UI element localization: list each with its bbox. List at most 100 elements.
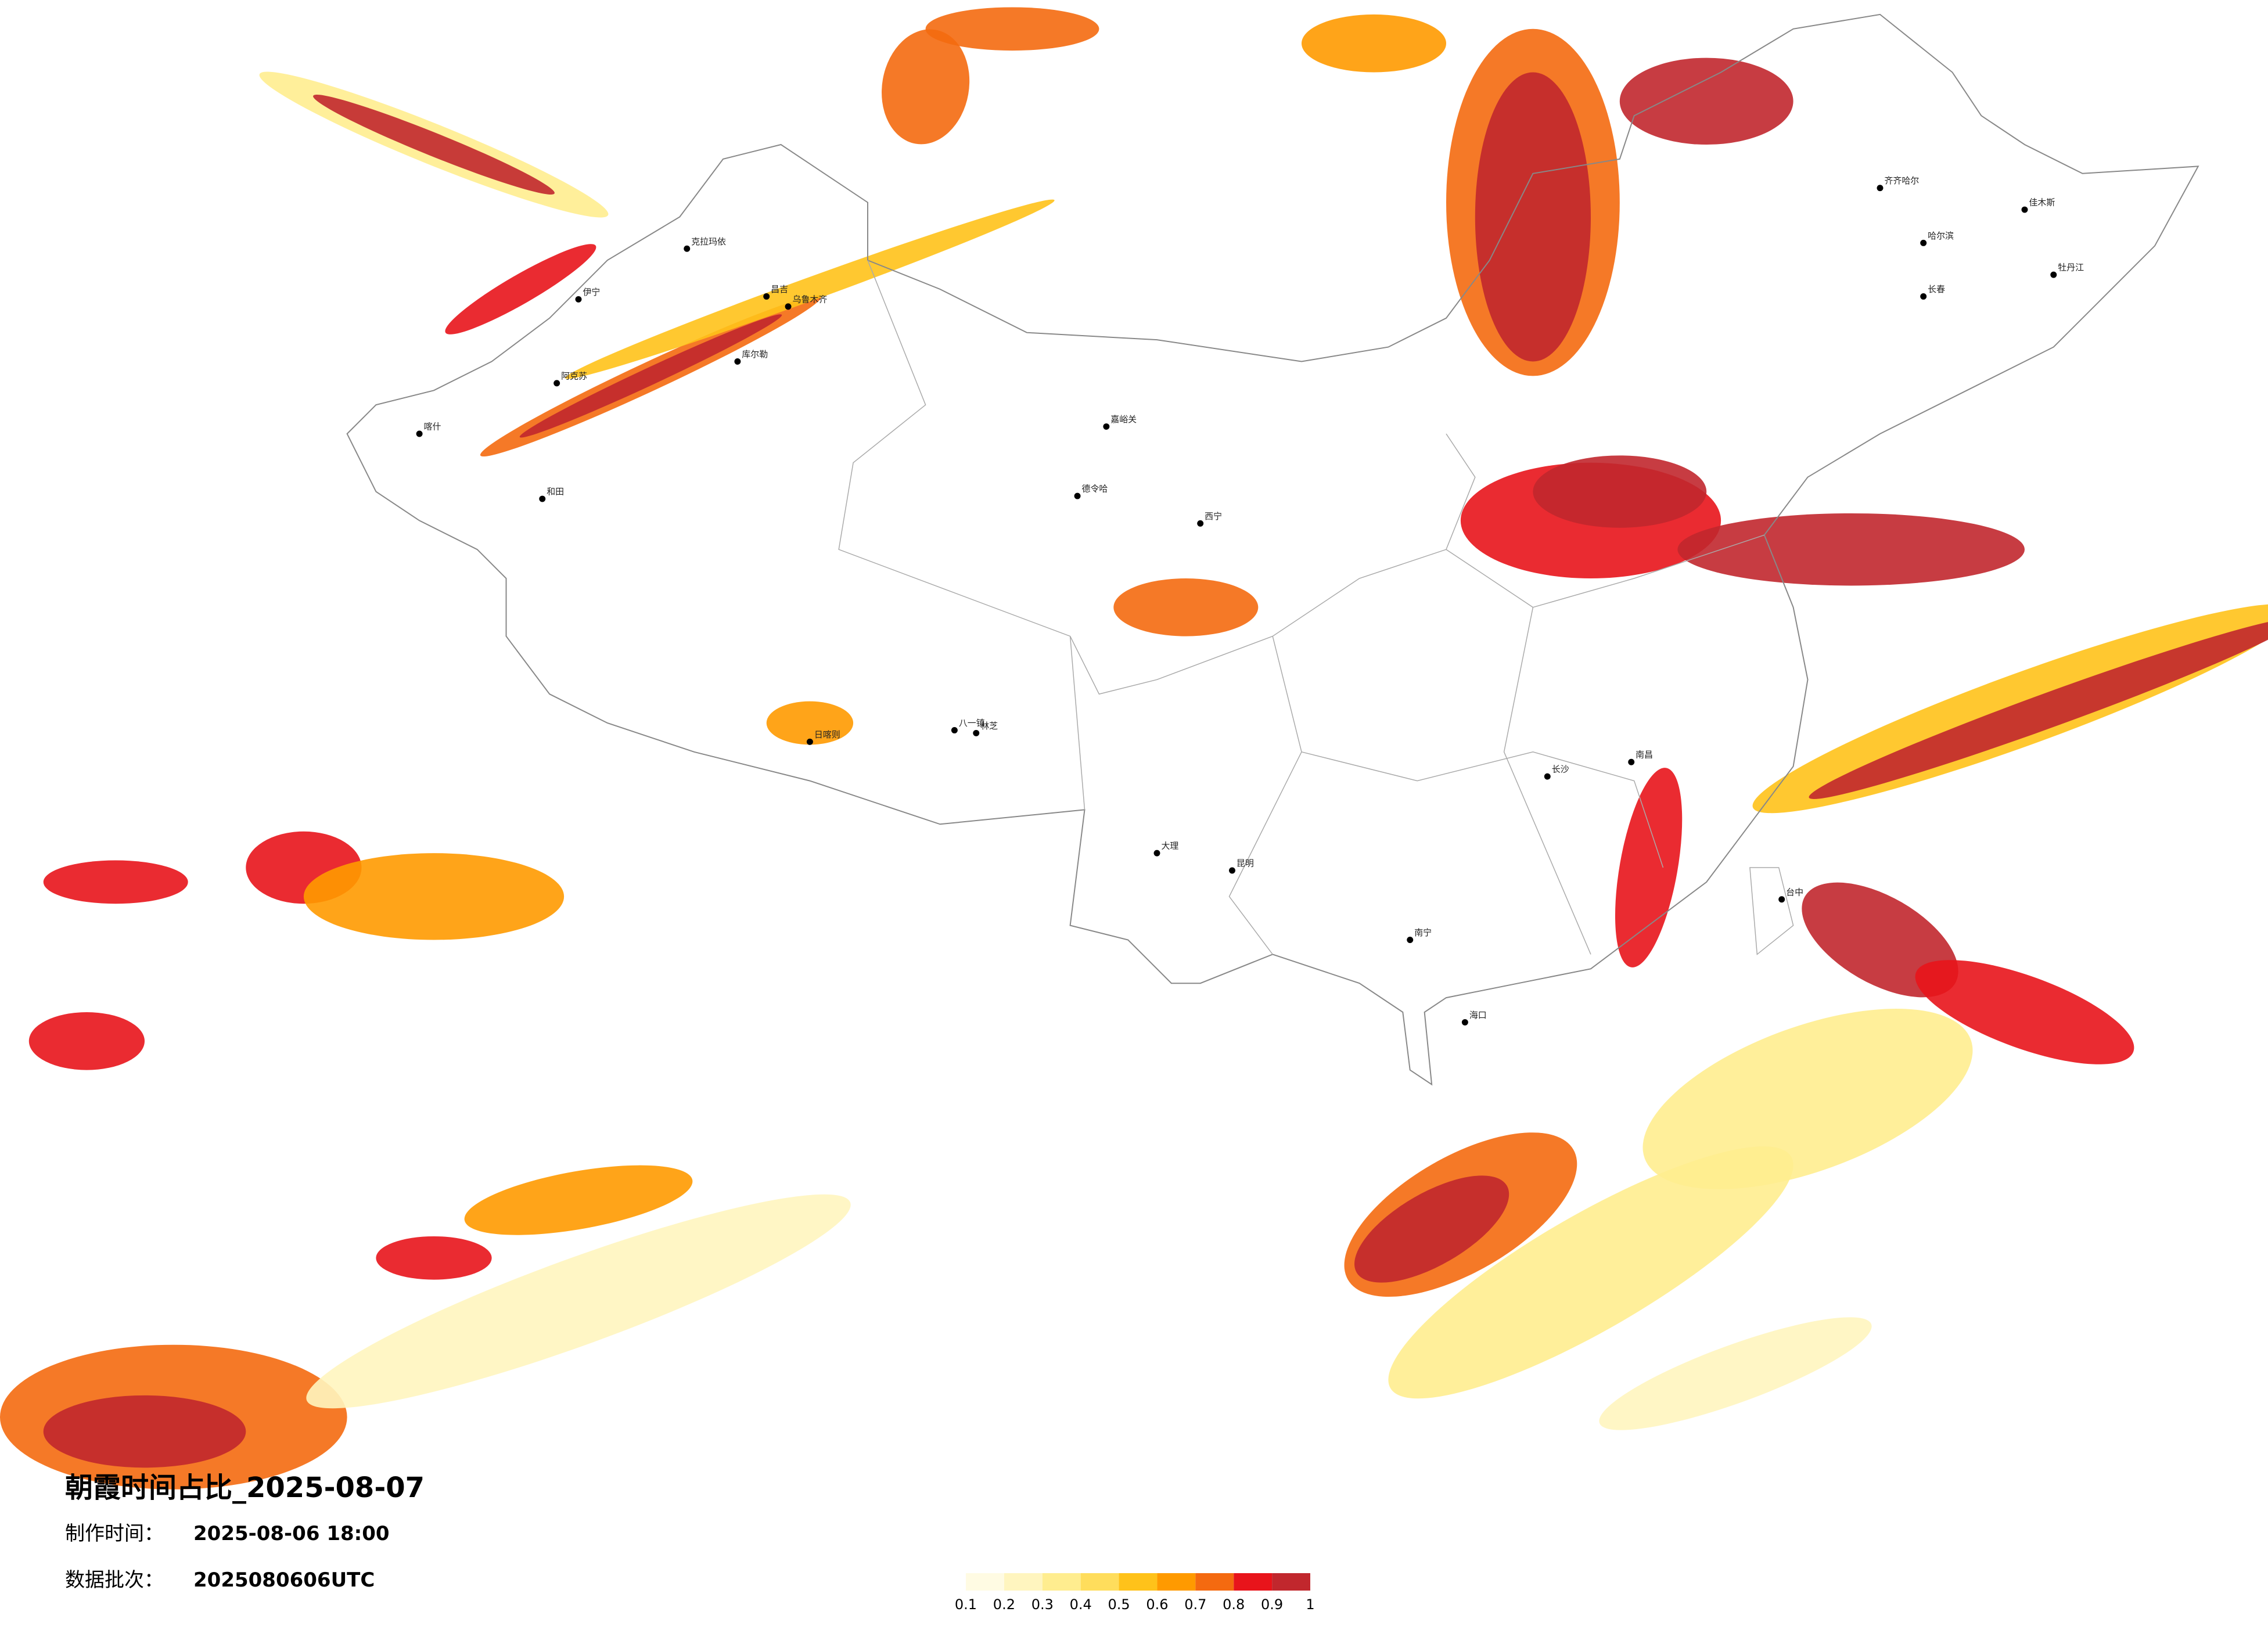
city-dot <box>973 729 980 736</box>
city-label: 昆明 <box>1237 858 1254 869</box>
colorbar-tick-label: 0.9 <box>1261 1596 1283 1613</box>
heat-patch <box>1599 1317 1872 1430</box>
colorbar-tick-label: 0.3 <box>1031 1596 1054 1613</box>
city-dot <box>1074 492 1081 499</box>
city-label: 日喀则 <box>814 729 840 740</box>
colorbar-tick-label: 0.8 <box>1223 1596 1245 1613</box>
colorbar-tick-label: 0.2 <box>993 1596 1015 1613</box>
heat-patch <box>1475 72 1591 362</box>
city-layer: 伊宁克拉玛依昌吉乌鲁木齐库尔勒阿克苏和田喀什德令哈嘉峪关西宁日喀则林芝大理昆明南… <box>416 175 2084 1026</box>
city-dot <box>1407 937 1414 943</box>
city-dot <box>1229 867 1235 874</box>
heat-patch <box>28 1012 145 1070</box>
city-dot <box>1197 520 1204 527</box>
heat-patch <box>1388 1146 1793 1399</box>
city-dot <box>539 495 546 502</box>
heat-patch <box>445 244 596 334</box>
colorbar-bin <box>1157 1573 1196 1591</box>
colorbar-tick-label: 0.7 <box>1184 1596 1206 1613</box>
city-label: 伊宁 <box>583 287 600 297</box>
city-dot <box>806 738 813 745</box>
map: 伊宁克拉玛依昌吉乌鲁木齐库尔勒阿克苏和田喀什德令哈嘉峪关西宁日喀则林芝大理昆明南… <box>0 7 2268 1490</box>
city-label: 齐齐哈尔 <box>1884 175 1919 186</box>
heat-patch <box>1354 1175 1509 1283</box>
city-label: 西宁 <box>1205 511 1222 521</box>
colorbar-bin <box>1119 1573 1158 1591</box>
city-dot <box>1153 850 1160 857</box>
city-label: 和田 <box>547 487 564 497</box>
heat-patch <box>1809 618 2268 799</box>
city-dot <box>2021 206 2028 213</box>
heat-patch <box>766 701 854 745</box>
heat-patch <box>882 29 970 145</box>
colorbar-tick-label: 0.1 <box>955 1596 977 1613</box>
city-dot <box>785 303 792 310</box>
batch-label: 数据批次： <box>65 1569 164 1592</box>
city-dot <box>416 430 423 437</box>
city-label: 南宁 <box>1414 927 1432 938</box>
heat-patch <box>43 1395 246 1468</box>
city-dot <box>1778 896 1785 903</box>
city-label: 海口 <box>1469 1010 1487 1020</box>
colorbar-bin <box>1004 1573 1043 1591</box>
heat-patch <box>519 314 782 438</box>
city-dot <box>734 358 741 365</box>
heat-patch <box>1533 455 1707 528</box>
heat-patch <box>376 1236 492 1280</box>
heat-layer <box>0 7 2268 1490</box>
city-dot <box>1103 423 1110 430</box>
heat-patch <box>1619 57 1793 145</box>
made-label: 制作时间： <box>65 1522 164 1545</box>
city-label: 长春 <box>1928 284 1945 294</box>
city-label: 南昌 <box>1636 750 1653 760</box>
city-label: 哈尔滨 <box>1928 231 1954 241</box>
city-dot <box>575 296 582 303</box>
colorbar-bin <box>1195 1573 1234 1591</box>
city-dot <box>1877 185 1884 192</box>
city-dot <box>684 245 691 252</box>
heat-patch <box>1642 1009 1973 1189</box>
city-dot <box>553 380 560 387</box>
heat-patch <box>1113 578 1259 636</box>
city-label: 克拉玛依 <box>691 236 726 247</box>
colorbar-tick-label: 0.4 <box>1070 1596 1092 1613</box>
heat-patch <box>306 1194 851 1409</box>
heat-patch <box>565 199 1055 379</box>
city-dot <box>1920 239 1927 246</box>
city-label: 林芝 <box>980 721 998 731</box>
colorbar-bin <box>1234 1573 1273 1591</box>
heat-patch <box>1615 768 1683 967</box>
city-dot <box>1461 1019 1468 1026</box>
heat-patch <box>1302 14 1446 73</box>
city-label: 阿克苏 <box>561 370 587 381</box>
city-label: 台中 <box>1786 887 1803 897</box>
city-label: 乌鲁木齐 <box>793 294 828 304</box>
province-borders <box>838 260 1794 955</box>
city-label: 大理 <box>1161 841 1178 851</box>
city-dot <box>2050 271 2057 278</box>
colorbar-bin <box>1042 1573 1081 1591</box>
city-label: 库尔勒 <box>742 349 768 359</box>
colorbar-tick-label: 0.5 <box>1108 1596 1130 1613</box>
heat-patch <box>43 860 188 904</box>
city-dot <box>1544 773 1551 780</box>
colorbar-bin <box>1080 1573 1119 1591</box>
city-dot <box>1920 293 1927 300</box>
heat-patch <box>313 95 555 195</box>
city-dot <box>951 726 958 733</box>
batch-id: 2025080606UTC <box>193 1569 375 1592</box>
city-dot <box>1628 758 1635 765</box>
city-label: 德令哈 <box>1082 484 1108 494</box>
heat-patch <box>303 853 565 940</box>
city-label: 喀什 <box>424 422 441 432</box>
city-label: 牡丹江 <box>2058 262 2084 273</box>
colorbar-tick-label: 0.6 <box>1146 1596 1168 1613</box>
map-title: 朝霞时间占比_2025-08-07 <box>65 1472 425 1504</box>
heat-patch <box>925 7 1099 51</box>
city-label: 长沙 <box>1552 764 1569 775</box>
heat-patch <box>1915 960 2134 1064</box>
city-dot <box>763 293 770 300</box>
city-label: 八一镇 <box>959 718 985 728</box>
made-time: 2025-08-06 18:00 <box>193 1522 390 1545</box>
